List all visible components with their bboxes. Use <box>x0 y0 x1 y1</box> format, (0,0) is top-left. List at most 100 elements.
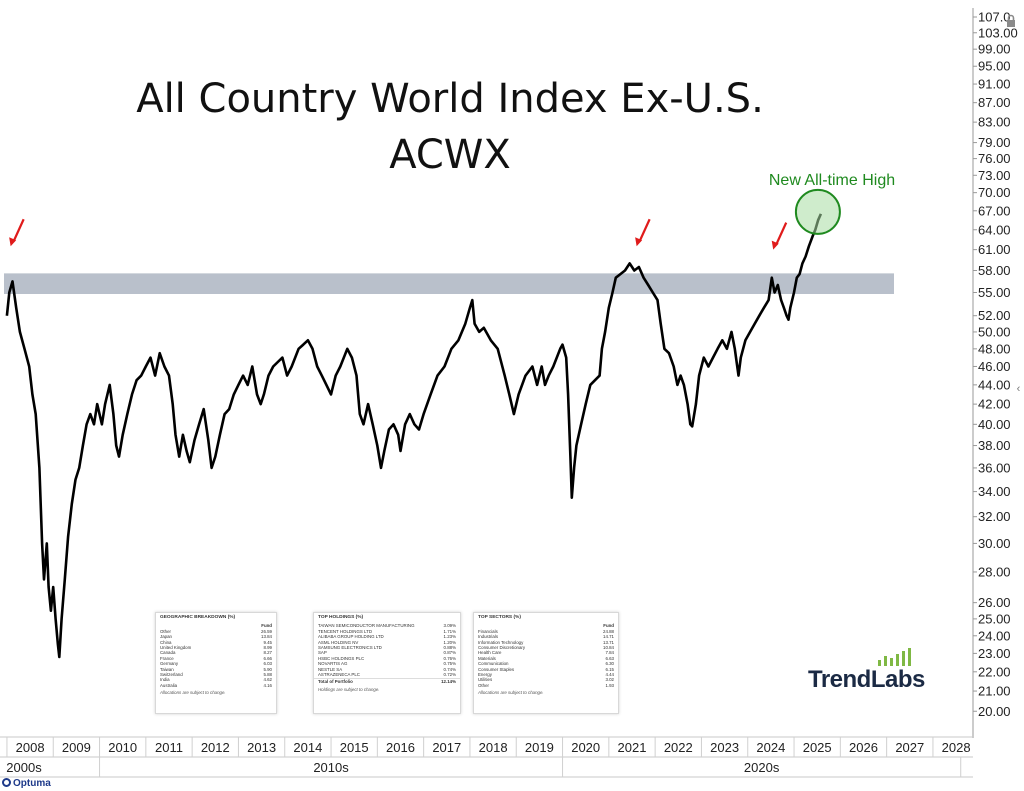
y-tick-label: 83.00 <box>978 115 1011 130</box>
holdings-row: SAP 0.87% <box>314 650 460 655</box>
x-year-label: 2027 <box>895 740 924 755</box>
y-tick-label: 21.00 <box>978 684 1011 699</box>
holdings-row-label: TENCENT HOLDINGS LTD <box>318 628 372 634</box>
x-year-label: 2009 <box>62 740 91 755</box>
y-tick-label: 22.00 <box>978 664 1011 679</box>
red-arrow-2021-head <box>635 237 643 247</box>
y-tick-label: 91.00 <box>978 77 1011 92</box>
sectors-row-label: Consumer Discretionary <box>478 645 526 651</box>
red-arrow-2024 <box>775 222 788 246</box>
geo-row-value: 8.99 <box>263 645 272 651</box>
y-tick-label: 36.00 <box>978 460 1011 475</box>
sectors-row-value: 7.84 <box>605 650 614 656</box>
holdings-row-label: NOVARTIS AG <box>318 661 348 667</box>
sectors-row-label: Utilities <box>478 677 493 683</box>
geo-row-value: 26.59 <box>261 628 272 634</box>
optuma-label: Optuma <box>13 778 51 789</box>
geo-row: Japan 13.84 <box>156 634 276 639</box>
x-decade-label: 2000s <box>6 760 42 775</box>
y-tick-label: 48.00 <box>978 341 1011 356</box>
sectors-note: Allocations are subject to change. <box>478 690 544 696</box>
sectors-row-value: 24.88 <box>603 628 614 634</box>
geo-row: Canada 8.27 <box>156 650 276 655</box>
sectors-row-value: 4.44 <box>605 672 614 678</box>
y-tick-label: 50.00 <box>978 324 1011 339</box>
sectors-row: Health Care 7.84 <box>474 650 618 655</box>
geo-row-value: 13.84 <box>261 634 272 640</box>
holdings-row: TENCENT HOLDINGS LTD 1.71% <box>314 629 460 634</box>
sectors-row-label: Materials <box>478 655 496 661</box>
axis-collapse-handle[interactable]: ‹ <box>1016 383 1021 395</box>
geo-row-label: Canada <box>160 650 176 656</box>
geo-row-value: 5.90 <box>263 666 272 672</box>
y-tick-label: 79.00 <box>978 135 1011 150</box>
holdings-row-label: SAMSUNG ELECTRONICS LTD <box>318 645 382 651</box>
holdings-row: TAIWAN SEMICONDUCTOR MANUFACTURING 3.09% <box>314 623 460 628</box>
holdings-row: SAMSUNG ELECTRONICS LTD 0.88% <box>314 645 460 650</box>
trendlabs-logo: TrendLabs <box>808 648 925 694</box>
x-year-label: 2021 <box>618 740 647 755</box>
optuma-brand: Optuma <box>2 778 51 789</box>
geo-row: Germany 6.03 <box>156 661 276 666</box>
chart-subtitle: ACWX <box>389 132 511 178</box>
y-tick-label: 67.00 <box>978 203 1011 218</box>
y-tick-label: 34.00 <box>978 484 1011 499</box>
x-year-label: 2023 <box>710 740 739 755</box>
sectors-row-value: 6.30 <box>605 661 614 667</box>
holdings-row-label: SAP <box>318 650 327 656</box>
holdings-row-value: 0.87% <box>443 650 456 656</box>
geo-row: Australia 4.16 <box>156 683 276 688</box>
holdings-row-label: ASTRAZENECA PLC <box>318 672 360 678</box>
lock-icon[interactable] <box>1004 14 1018 28</box>
x-year-label: 2014 <box>293 740 322 755</box>
sectors-row: Industrials 14.71 <box>474 634 618 639</box>
y-tick-label: 99.00 <box>978 42 1011 57</box>
geo-row: Other 26.59 <box>156 629 276 634</box>
y-tick-label: 25.00 <box>978 611 1011 626</box>
holdings-table-title: TOP HOLDINGS (%) <box>318 615 364 620</box>
holdings-row: ALIBABA GROUP HOLDING LTD 1.23% <box>314 634 460 639</box>
sectors-row: Energy 4.44 <box>474 672 618 677</box>
geo-note: Allocations are subject to change. <box>160 690 226 696</box>
holdings-row-label: HSBC HOLDINGS PLC <box>318 655 365 661</box>
holdings-row-label: TAIWAN SEMICONDUCTOR MANUFACTURING <box>318 623 415 629</box>
holdings-row-value: 0.75% <box>443 661 456 667</box>
x-decade-label: 2010s <box>313 760 349 775</box>
holdings-row-value: 0.72% <box>443 672 456 678</box>
holdings-row-value: 1.71% <box>443 628 456 634</box>
y-tick-label: 52.00 <box>978 308 1011 323</box>
geo-row-label: Switzerland <box>160 672 183 678</box>
y-tick-label: 107.0 <box>978 10 1011 25</box>
sectors-row-value: 3.02 <box>605 677 614 683</box>
x-year-label: 2028 <box>942 740 971 755</box>
logo-bars-icon <box>878 648 911 666</box>
holdings-row: NESTLE SA 0.74% <box>314 667 460 672</box>
sectors-row-value: 13.71 <box>603 639 614 645</box>
geo-row-value: 4.16 <box>263 682 272 688</box>
red-arrow-2021 <box>638 218 651 242</box>
resistance-zone <box>4 273 894 294</box>
x-year-label: 2011 <box>155 740 183 755</box>
geo-row: United Kingdom 8.99 <box>156 645 276 650</box>
holdings-row: NOVARTIS AG 0.75% <box>314 661 460 666</box>
geo-row-label: China <box>160 639 172 645</box>
sectors-row-label: Financials <box>478 628 498 634</box>
geo-row-value: 8.27 <box>263 650 272 656</box>
holdings-row-value: 0.88% <box>443 645 456 651</box>
geo-row: China 9.45 <box>156 640 276 645</box>
geo-row-label: Germany <box>160 661 179 667</box>
sectors-row-value: 6.15 <box>605 666 614 672</box>
chart-title: All Country World Index Ex-U.S. <box>136 76 764 122</box>
y-tick-label: 42.00 <box>978 397 1011 412</box>
x-year-label: 2022 <box>664 740 693 755</box>
top-sectors-table: TOP SECTORS (%) Fund Financials 24.88 Indu… <box>473 612 619 714</box>
holdings-row-value: 1.23% <box>443 634 456 640</box>
sectors-row-label: Information Technology <box>478 639 524 645</box>
y-tick-label: 58.00 <box>978 263 1011 278</box>
red-arrow-2008-head <box>9 237 17 247</box>
y-tick-label: 38.00 <box>978 438 1011 453</box>
geo-row-label: India <box>160 677 170 683</box>
all-time-high-annotation: New All-time High <box>769 172 895 189</box>
geo-row-value: 4.62 <box>263 677 272 683</box>
